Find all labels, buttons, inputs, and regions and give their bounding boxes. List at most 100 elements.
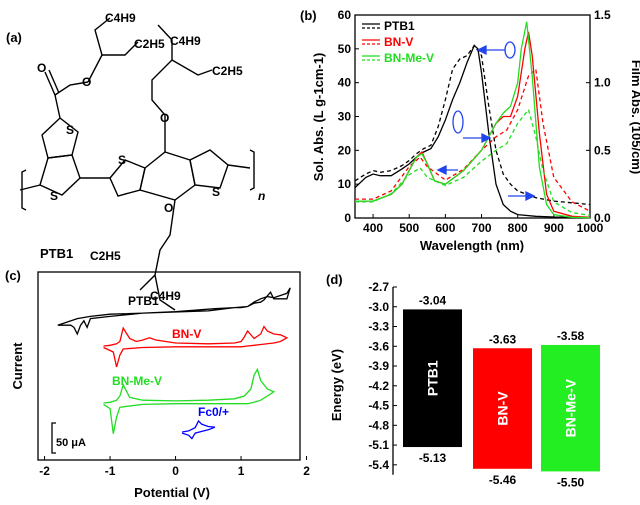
cv-trace-ptb1 (57, 287, 291, 336)
bdt-benzene (139, 151, 196, 201)
chart-b-xtick-label: 500 (399, 221, 419, 235)
chart-b-ytick-right-label: 0.5 (594, 143, 611, 157)
homo-value-label: -5.13 (419, 451, 447, 465)
lumo-value-label: -3.58 (557, 329, 585, 343)
chart-d-ytick-label: -3.6 (368, 339, 389, 353)
scale-bar-label: 50 μA (56, 437, 86, 449)
ester-bond-1 (54, 81, 89, 119)
energy-bar-bn-v (473, 348, 532, 469)
panel-d: (d) Energy (eV) -2.7 -3.0 -3.3 -3.6 -3.9 -4.2… (326, 272, 600, 489)
chart-b-ticks: 400 500 600 700 800 900 1000 0 10 20 30 40 50 60 0.0 0.… (338, 8, 611, 235)
scale-bar-line (51, 422, 56, 454)
chart-b-xtick-label: 800 (508, 221, 528, 235)
energy-bar-label: PTB1 (425, 360, 441, 396)
atom-o-carbonyl: O (37, 61, 46, 75)
alkoxy-chain-bottom (139, 199, 176, 291)
arrowhead-right-2 (525, 190, 536, 202)
chart-c-ylabel: Current (10, 342, 25, 390)
chart-c-labels: PTB1 BN-V BN-Me-V Fc0/+ (112, 294, 229, 419)
panel-c: (c) -2 -1 0 1 2 Potential (V) Current 50 μA … (5, 268, 310, 500)
chain-c4h9-3: C4H9 (150, 289, 181, 303)
chart-b-ytick-right-label: 0.0 (594, 211, 611, 225)
panel-b: (b) 400 500 600 700 800 900 1000 0 10 20 30 40 50 60 0… (300, 8, 640, 253)
cv-label: Fc0/+ (198, 405, 229, 419)
alkoxy-branch-bottom (154, 274, 176, 311)
atom-o-side2: O (164, 201, 173, 215)
thieno-ring-2 (39, 154, 81, 196)
arrowhead-left-2 (436, 164, 447, 176)
legend-label: BN-V (384, 35, 413, 49)
scale-bar: 50 μA (51, 422, 86, 454)
cv-label: BN-V (172, 327, 201, 341)
series-ptb1-dashed (354, 44, 591, 206)
alkoxy-branch-top (171, 59, 213, 76)
atom-o-side1: O (160, 111, 169, 125)
homo-value-label: -5.50 (557, 475, 585, 489)
chart-c-xtick-label: 1 (238, 464, 245, 478)
atom-s-thieno1: S (66, 123, 74, 137)
chart-b-xtick-label: 1000 (577, 221, 604, 235)
panel-d-label: (d) (326, 272, 343, 287)
energy-bar-ptb1 (403, 309, 462, 448)
chart-d-ytick-label: -5.1 (368, 438, 389, 452)
chart-b-xtick-label: 600 (435, 221, 455, 235)
panel-b-label: (b) (300, 8, 317, 23)
backbone-right (227, 164, 251, 169)
chart-b-xtick-label: 700 (472, 221, 492, 235)
chart-b-ytick-left-label: 0 (344, 211, 351, 225)
chart-b-xtick-label: 900 (544, 221, 564, 235)
cv-label: BN-Me-V (112, 374, 162, 388)
carbonyl-bond-double (48, 69, 60, 94)
chart-c-ticks: -2 -1 0 1 2 (39, 456, 310, 478)
panel-a-label: (a) (6, 30, 22, 45)
chart-d-ytick-label: -4.8 (368, 418, 389, 432)
cv-trace-bn-me-v (103, 367, 276, 434)
bracket-right (249, 149, 255, 191)
energy-bar-label: BN-Me-V (563, 378, 579, 437)
alkoxy-chain-top (151, 24, 173, 152)
chart-c-xtick-label: -1 (105, 464, 116, 478)
homo-value-label: -5.46 (489, 473, 517, 487)
atom-s-bdt2: S (212, 185, 220, 199)
structure-name: PTB1 (40, 246, 73, 261)
arrowhead-left-1 (476, 44, 487, 56)
arrowhead-right-1 (481, 132, 492, 144)
chart-c-xtick-label: 0 (172, 464, 179, 478)
atom-s-bdt1: S (118, 153, 126, 167)
chart-b-legend: PTB1 BN-V BN-Me-V (362, 19, 434, 65)
chart-b-xtick-label: 400 (363, 221, 383, 235)
cv-label: PTB1 (128, 294, 159, 308)
carbonyl-bond (44, 71, 56, 96)
backbone-left (19, 184, 41, 191)
chart-d-ytick-label: -3.9 (368, 359, 389, 373)
chart-b-indicators (436, 41, 536, 202)
series-bn-v-dashed (355, 67, 591, 212)
chain-c4h9-2: C4H9 (170, 34, 201, 48)
bdt-thiophene-2 (189, 149, 229, 189)
legend-label: PTB1 (384, 19, 415, 33)
chart-c-series (57, 287, 291, 440)
cv-trace-bn-v (103, 325, 289, 368)
chart-c-xtick-label: -2 (39, 464, 50, 478)
bracket-left (21, 169, 27, 211)
chart-d-ytick-label: -2.7 (368, 280, 389, 294)
chain-c2h5-2: C2H5 (212, 64, 243, 78)
chart-d-ytick-label: -4.5 (368, 399, 389, 413)
ptb1-atom-labels: O O S S S S O O n C4H9 C2H5 C4H9 C2H5 C2… (37, 11, 265, 303)
chart-c-frame (37, 271, 301, 461)
chart-d-axis: -2.7 -3.0 -3.3 -3.6 -3.9 -4.2 -4.5 -4.8 -5.1 -5.4 (368, 280, 397, 475)
ester-chain-c2 (102, 41, 139, 56)
chart-b-ytick-left-label: 60 (338, 8, 352, 22)
chart-b-ytick-right-label: 1.0 (594, 76, 611, 90)
chart-c-xtick-label: 2 (303, 464, 310, 478)
chart-b-ytick-left-label: 40 (338, 76, 352, 90)
oval-indicator-2 (452, 110, 464, 134)
chart-d-ylabel: Energy (eV) (329, 349, 344, 421)
chart-b-xlabel: Wavelength (nm) (420, 238, 524, 253)
panel-c-label: (c) (5, 268, 21, 283)
chart-c-xlabel: Potential (V) (134, 485, 210, 500)
atom-o-ester: O (82, 75, 91, 89)
chart-b-ytick-left-label: 50 (338, 42, 352, 56)
repeat-unit-n: n (258, 189, 265, 203)
